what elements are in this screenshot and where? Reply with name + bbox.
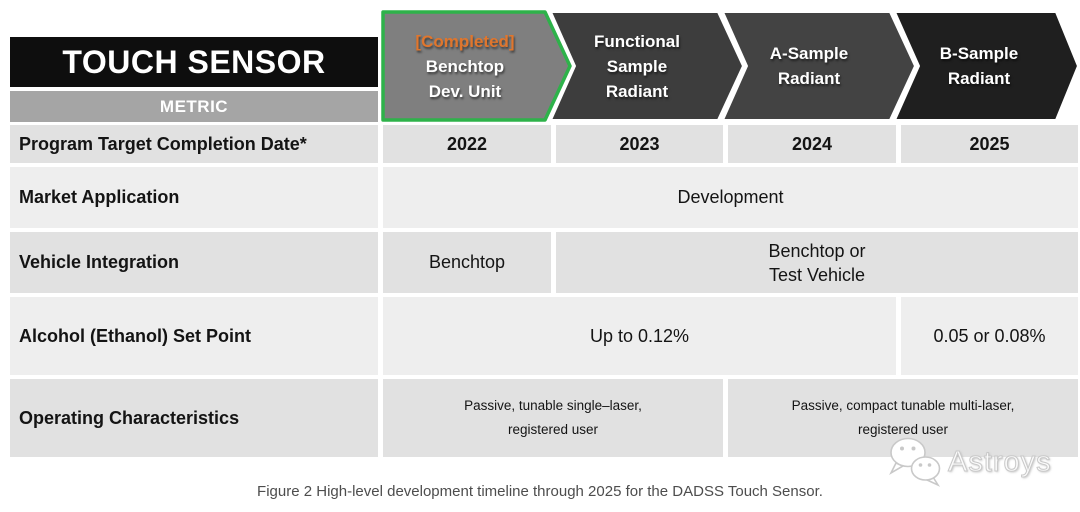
row-label-vehicle-integration: Vehicle Integration	[10, 232, 378, 293]
cell-set-point-up-to: Up to 0.12%	[383, 297, 896, 375]
row-label-completion-date: Program Target Completion Date*	[10, 125, 378, 163]
phase-header-b-sample: B-Sample Radiant	[900, 12, 1058, 120]
phase-arrows	[381, 10, 1079, 122]
phase-line: Radiant	[605, 81, 669, 101]
cell-set-point-005-008: 0.05 or 0.08%	[901, 297, 1078, 375]
row-label-market-application: Market Application	[10, 167, 378, 228]
phase-line: Radiant	[777, 69, 841, 88]
phase-header-a-sample: A-Sample Radiant	[728, 12, 890, 120]
phase-line: Functional	[594, 31, 680, 51]
cell-operating-single-laser: Passive, tunable single–laser, registere…	[383, 379, 723, 457]
figure-caption: Figure 2 High-level development timeline…	[257, 483, 823, 500]
watermark-label: Astroys	[948, 445, 1052, 478]
phase-line: Radiant	[947, 69, 1011, 88]
phase-arrow-functional-sample	[550, 11, 744, 121]
wechat-icon	[889, 437, 941, 487]
table-title-label: TOUCH SENSOR	[62, 43, 326, 80]
phase-line: Sample	[606, 56, 668, 76]
cell-year-2025: 2025	[901, 125, 1078, 163]
cell-vehicle-integration-benchtop-or-test: Benchtop or Test Vehicle	[556, 232, 1078, 293]
phase-header-benchtop-dev-unit: [Completed] Benchtop Dev. Unit	[385, 12, 545, 120]
cell-vehicle-integration-benchtop: Benchtop	[383, 232, 551, 293]
phase-header-functional-sample: Functional Sample Radiant	[556, 12, 718, 120]
cell-market-application-all: Development	[383, 167, 1078, 228]
table-title: TOUCH SENSOR	[10, 37, 378, 87]
phase-line: A-Sample	[769, 44, 849, 63]
phase-arrow-a-sample	[722, 11, 916, 121]
completed-badge: [Completed]	[415, 31, 515, 51]
phase-line: Benchtop	[425, 56, 505, 76]
cell-year-2022: 2022	[383, 125, 551, 163]
cell-year-2023: 2023	[556, 125, 723, 163]
metric-column-label: METRIC	[159, 96, 229, 116]
phase-line: Dev. Unit	[428, 81, 502, 101]
phase-arrow-benchtop-completed	[381, 10, 572, 122]
cell-year-2024: 2024	[728, 125, 896, 163]
phase-line: B-Sample	[939, 44, 1019, 63]
watermark: Astroys	[886, 436, 1052, 488]
row-label-alcohol-set-point: Alcohol (Ethanol) Set Point	[10, 297, 378, 375]
metric-column-header: METRIC	[10, 91, 378, 122]
phase-arrow-b-sample	[894, 11, 1079, 121]
row-label-operating-characteristics: Operating Characteristics	[10, 379, 378, 457]
